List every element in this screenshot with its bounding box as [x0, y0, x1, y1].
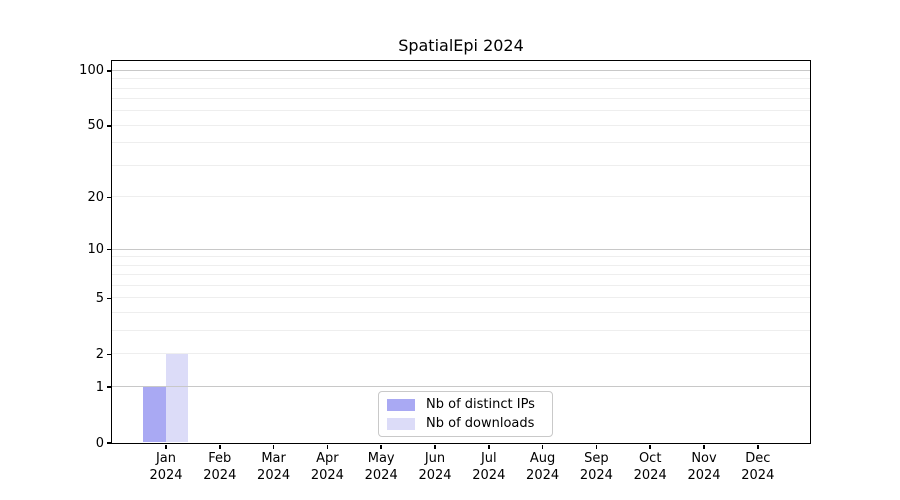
x-tick-label: Jun 2024: [418, 451, 452, 483]
plot-area: [110, 59, 811, 444]
gridline-minor: [111, 256, 810, 258]
legend-rows: Nb of distinct IPs Nb of downloads: [387, 397, 552, 431]
gridline-minor: [111, 78, 810, 80]
gridline-minor: [111, 110, 810, 112]
gridline-minor: [111, 124, 810, 126]
x-tick-mark: [380, 444, 382, 449]
gridline-minor: [111, 297, 810, 299]
x-tick-label: Apr 2024: [310, 451, 344, 483]
legend-item: Nb of downloads: [387, 416, 552, 431]
legend-swatch: [387, 398, 415, 411]
y-tick-label: 50: [87, 118, 104, 134]
x-tick-label: Dec 2024: [741, 451, 775, 483]
gridline-major: [111, 248, 810, 250]
bar-downloads: [165, 353, 188, 443]
y-tick-label: 100: [79, 63, 104, 79]
x-tick-label: Feb 2024: [203, 451, 237, 483]
gridline-minor: [111, 285, 810, 287]
y-tick-label: 20: [87, 189, 104, 205]
gridline-minor: [111, 264, 810, 266]
gridline-major: [111, 386, 810, 388]
gridline-minor: [111, 274, 810, 276]
chart-title: SpatialEpi 2024: [398, 36, 524, 55]
legend-item: Nb of distinct IPs: [387, 397, 552, 412]
gridline-minor: [111, 330, 810, 332]
x-tick-mark: [703, 444, 705, 449]
x-tick-mark: [649, 444, 651, 449]
x-tick-label: Sep 2024: [579, 451, 613, 483]
y-tick-label: 10: [87, 242, 104, 258]
x-tick-label: Nov 2024: [687, 451, 721, 483]
x-tick-mark: [434, 444, 436, 449]
gridline-minor: [111, 312, 810, 314]
bars-layer: [112, 61, 810, 443]
x-tick-mark: [326, 444, 329, 449]
gridline-major: [111, 69, 810, 71]
y-tick-label: 1: [95, 379, 104, 395]
legend-label: Nb of downloads: [426, 416, 535, 431]
y-tick-label: 5: [95, 290, 104, 306]
x-tick-mark: [595, 444, 598, 449]
x-tick-label: Jul 2024: [472, 451, 506, 483]
legend: Nb of distinct IPs Nb of downloads: [378, 391, 553, 437]
gridline-minor: [111, 142, 810, 144]
legend-label: Nb of distinct IPs: [426, 397, 535, 412]
bar-distinct-ips: [143, 386, 166, 443]
x-tick-mark: [165, 444, 167, 449]
x-tick-label: Oct 2024: [633, 451, 667, 483]
gridline-minor: [111, 196, 810, 198]
x-tick-label: Jan 2024: [149, 451, 183, 483]
x-tick-label: Aug 2024: [526, 451, 560, 483]
grid-layer: [111, 61, 810, 443]
y-tick-label: 0: [95, 435, 104, 451]
gridline-minor: [111, 165, 810, 167]
gridline-minor: [111, 353, 810, 355]
x-tick-label: May 2024: [364, 451, 398, 483]
x-tick-mark: [757, 444, 759, 449]
legend-swatch: [387, 417, 415, 430]
x-tick-label: Mar 2024: [257, 451, 291, 483]
x-tick-mark: [272, 444, 275, 449]
x-tick-mark: [541, 444, 544, 449]
gridline-minor: [111, 98, 810, 100]
x-tick-mark: [488, 444, 490, 449]
x-tick-mark: [219, 444, 221, 449]
gridline-minor: [111, 87, 810, 89]
y-tick-label: 2: [95, 346, 104, 362]
